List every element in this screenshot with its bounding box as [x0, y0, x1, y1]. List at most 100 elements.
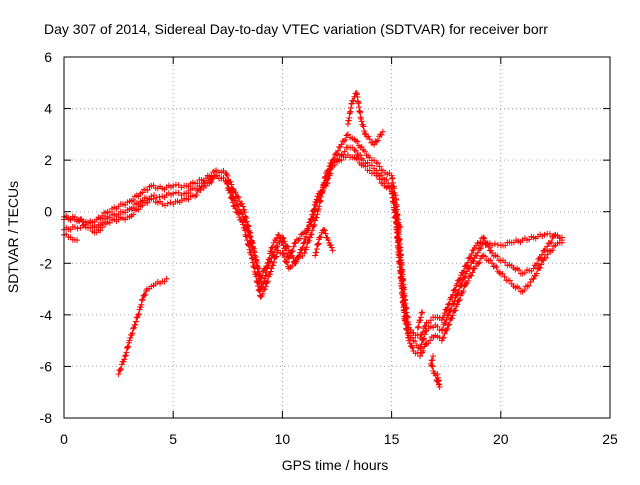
data-point-track-1: [412, 338, 419, 345]
data-point-track-2: [456, 277, 463, 284]
data-point-track-1: [170, 182, 177, 189]
axis-ticks: 0 5 10 15 20 25 -8 -6 -4 -2 0 2 4 6: [40, 49, 618, 447]
data-point-track-1: [461, 275, 468, 282]
data-point-track-1: [473, 252, 480, 259]
data-point-track-4: [430, 367, 437, 374]
data-point-track-3: [338, 157, 345, 164]
data-point-track-2: [343, 132, 350, 139]
data-point-track-3: [243, 223, 249, 230]
y-tick-label: 6: [44, 49, 52, 65]
data-point-track-4: [312, 252, 319, 259]
data-point-track-3: [516, 285, 522, 292]
data-point-track-3: [270, 252, 277, 259]
data-points-layer: [61, 90, 565, 391]
data-point-track-4: [430, 353, 437, 360]
data-point-track-5: [122, 352, 129, 359]
chart-title: Day 307 of 2014, Sidereal Day-to-day VTE…: [44, 21, 548, 37]
data-point-track-5: [130, 325, 137, 332]
data-point-track-1: [351, 146, 358, 153]
data-point-track-2: [74, 225, 81, 232]
data-point-track-3: [482, 253, 489, 260]
data-point-track-4: [374, 137, 381, 144]
data-point-track-3: [253, 259, 260, 266]
data-point-track-1: [451, 298, 458, 305]
data-point-track-3: [376, 176, 383, 183]
data-point-track-5: [118, 365, 125, 372]
data-point-track-2: [270, 262, 277, 269]
data-point-track-3: [295, 254, 302, 261]
data-point-track-3: [476, 259, 483, 266]
data-point-track-3: [273, 243, 280, 250]
data-point-track-4: [313, 249, 320, 256]
data-point-track-2: [361, 148, 368, 155]
data-point-track-4: [427, 360, 434, 367]
data-point-track-3: [255, 265, 262, 272]
data-point-track-3: [327, 170, 334, 177]
data-point-track-2: [268, 265, 275, 272]
data-point-track-5: [123, 349, 130, 356]
data-point-track-3: [409, 344, 416, 351]
plot-frame: [63, 56, 611, 419]
x-tick-label: 5: [169, 431, 177, 447]
data-point-track-5: [135, 311, 142, 318]
x-axis-label: GPS time / hours: [282, 457, 389, 473]
data-point-track-3: [462, 280, 469, 287]
data-point-track-4: [417, 317, 424, 324]
data-point-track-4: [361, 130, 368, 137]
data-point-track-3: [265, 259, 272, 266]
data-point-track-2: [267, 268, 274, 275]
data-point-track-3: [440, 334, 447, 341]
data-point-track-5: [127, 335, 134, 342]
data-point-track-3: [251, 249, 258, 256]
data-point-track-1: [232, 189, 239, 196]
data-point-track-3: [314, 193, 321, 200]
data-point-track-3: [544, 251, 551, 258]
data-point-track-1: [352, 148, 359, 155]
y-tick-label: -4: [40, 307, 53, 323]
data-point-track-2: [462, 262, 469, 269]
data-point-track-3: [362, 163, 369, 170]
data-point-track-3: [208, 179, 215, 186]
data-point-track-4: [394, 216, 401, 223]
data-point-track-2: [307, 231, 314, 238]
data-point-track-3: [493, 264, 500, 271]
data-point-track-3: [538, 261, 545, 268]
data-point-track-2: [299, 253, 306, 260]
data-point-track-5: [130, 324, 137, 331]
y-tick-label: 2: [44, 152, 52, 168]
data-point-track-2: [419, 329, 426, 336]
data-point-track-1: [341, 148, 348, 155]
data-point-track-3: [245, 228, 252, 235]
data-point-track-2: [467, 254, 474, 261]
data-point-track-1: [144, 186, 151, 193]
data-point-track-2: [270, 259, 277, 266]
data-point-track-2: [80, 222, 87, 229]
data-point-track-3: [537, 264, 544, 271]
data-point-track-3: [331, 161, 338, 168]
data-point-track-1: [223, 171, 230, 178]
data-point-track-2: [457, 276, 464, 283]
data-point-track-2: [376, 163, 383, 170]
data-point-track-3: [527, 278, 534, 285]
data-point-track-4: [360, 123, 367, 130]
data-point-track-1: [474, 249, 481, 256]
data-point-track-2: [542, 247, 549, 254]
data-point-track-2: [480, 234, 487, 241]
data-point-track-3: [268, 255, 275, 262]
data-point-track-4: [325, 237, 332, 244]
data-point-track-2: [246, 246, 253, 253]
data-point-track-3: [234, 201, 241, 208]
data-point-track-1: [420, 336, 427, 343]
data-point-track-3: [305, 223, 312, 230]
data-point-track-2: [366, 154, 373, 161]
data-point-track-3: [170, 190, 177, 197]
data-point-track-3: [444, 325, 451, 332]
data-point-track-2: [324, 167, 331, 174]
data-point-track-2: [167, 199, 174, 206]
data-point-track-5: [125, 343, 132, 350]
data-point-track-3: [281, 238, 288, 245]
data-point-track-4: [373, 138, 380, 145]
data-point-track-3: [253, 256, 260, 263]
data-point-track-3: [202, 182, 209, 189]
data-point-track-2: [340, 138, 347, 145]
